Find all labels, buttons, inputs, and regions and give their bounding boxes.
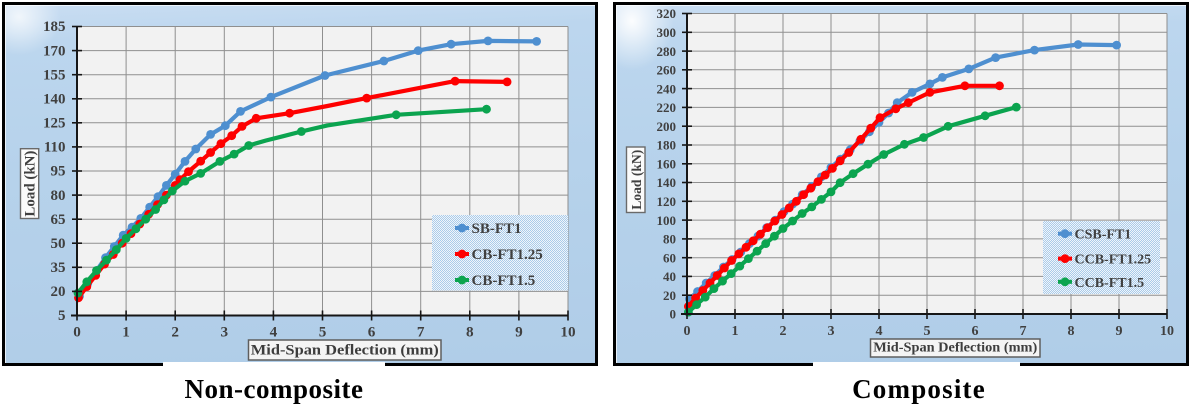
svg-text:2: 2	[171, 323, 179, 340]
svg-text:CCB-FT1.25: CCB-FT1.25	[1074, 252, 1151, 267]
svg-text:9: 9	[515, 323, 523, 340]
svg-text:140: 140	[656, 175, 676, 190]
svg-text:0: 0	[683, 324, 690, 339]
svg-text:0: 0	[73, 323, 81, 340]
svg-text:40: 40	[663, 269, 676, 284]
svg-text:240: 240	[656, 81, 676, 96]
svg-text:4: 4	[269, 323, 277, 340]
svg-text:9: 9	[1115, 324, 1122, 339]
svg-text:3: 3	[220, 323, 228, 340]
svg-text:300: 300	[656, 25, 676, 40]
svg-text:7: 7	[1019, 324, 1026, 339]
svg-text:8: 8	[466, 323, 474, 340]
svg-text:120: 120	[656, 194, 676, 209]
svg-text:125: 125	[43, 115, 66, 131]
svg-text:185: 185	[43, 19, 66, 35]
svg-text:110: 110	[43, 139, 65, 155]
svg-text:Mid-Span Deflection (mm): Mid-Span Deflection (mm)	[873, 339, 1037, 354]
svg-text:20: 20	[50, 284, 65, 300]
svg-text:CB-FT1.5: CB-FT1.5	[471, 273, 535, 289]
svg-text:SB-FT1: SB-FT1	[471, 221, 521, 237]
svg-text:Mid-Span Deflection (mm): Mid-Span Deflection (mm)	[250, 342, 438, 358]
svg-text:170: 170	[43, 43, 66, 59]
svg-text:CSB-FT1: CSB-FT1	[1074, 227, 1131, 242]
svg-text:155: 155	[43, 67, 66, 83]
svg-text:60: 60	[663, 250, 676, 265]
svg-text:5: 5	[923, 324, 930, 339]
svg-text:Load (kN): Load (kN)	[629, 149, 644, 209]
svg-text:200: 200	[656, 118, 676, 133]
svg-text:6: 6	[367, 323, 375, 340]
svg-text:95: 95	[50, 163, 65, 179]
svg-text:100: 100	[656, 212, 676, 227]
svg-text:CCB-FT1.5: CCB-FT1.5	[1074, 275, 1144, 290]
svg-text:8: 8	[1067, 324, 1074, 339]
svg-text:Load (kN): Load (kN)	[22, 150, 38, 216]
svg-text:3: 3	[827, 324, 834, 339]
svg-text:160: 160	[656, 156, 676, 171]
svg-text:220: 220	[656, 100, 676, 115]
svg-text:80: 80	[663, 231, 676, 246]
svg-text:2: 2	[779, 324, 786, 339]
svg-text:80: 80	[50, 187, 65, 203]
svg-text:10: 10	[560, 323, 576, 340]
svg-text:280: 280	[656, 43, 676, 58]
svg-text:5: 5	[318, 323, 326, 340]
svg-text:180: 180	[656, 137, 676, 152]
svg-text:5: 5	[58, 308, 66, 324]
svg-text:35: 35	[50, 260, 65, 276]
svg-text:4: 4	[875, 324, 882, 339]
svg-text:6: 6	[971, 324, 978, 339]
svg-text:CB-FT1.25: CB-FT1.25	[471, 247, 542, 263]
svg-text:50: 50	[50, 235, 65, 251]
svg-text:65: 65	[50, 211, 65, 227]
svg-text:20: 20	[663, 287, 676, 302]
svg-text:0: 0	[669, 306, 676, 321]
svg-text:10: 10	[1160, 324, 1174, 339]
svg-text:320: 320	[656, 6, 676, 21]
svg-text:140: 140	[43, 91, 66, 107]
svg-text:7: 7	[416, 323, 424, 340]
svg-text:1: 1	[122, 323, 130, 340]
svg-text:260: 260	[656, 62, 676, 77]
svg-text:1: 1	[731, 324, 738, 339]
